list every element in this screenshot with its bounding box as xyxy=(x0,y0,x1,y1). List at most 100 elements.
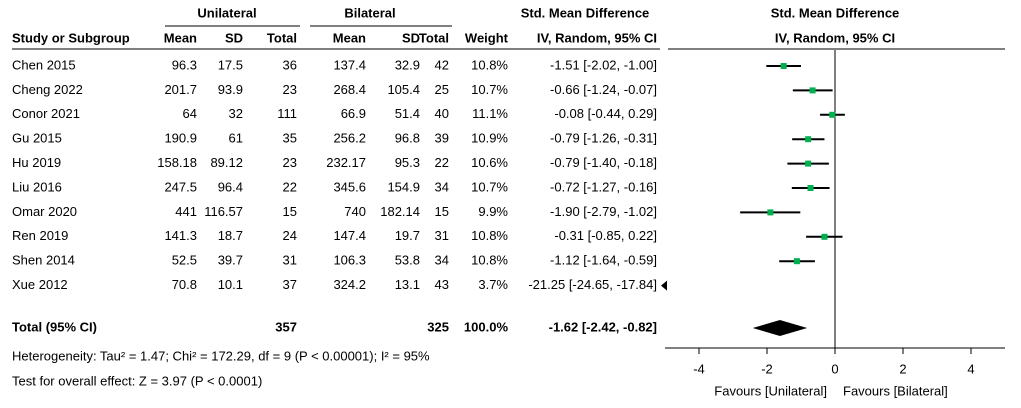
cell: 116.57 xyxy=(204,204,243,219)
point-estimate xyxy=(780,63,787,69)
favours-right: Favours [Bilateral] xyxy=(843,383,948,398)
point-estimate xyxy=(805,160,812,167)
cell: -0.66 [-1.24, -0.07] xyxy=(550,82,657,97)
study-name: Chen 2015 xyxy=(12,57,76,72)
cell: 11.1% xyxy=(472,106,508,121)
cell: 10.6% xyxy=(471,155,508,170)
cell: 43 xyxy=(435,277,449,292)
cell: -1.90 [-2.79, -1.02] xyxy=(550,204,657,219)
overall-test: Test for overall effect: Z = 3.97 (P < 0… xyxy=(12,373,262,388)
cell: 15 xyxy=(283,204,297,219)
cell: 37 xyxy=(283,277,297,292)
cell: 96.8 xyxy=(395,131,420,146)
cell: 111 xyxy=(277,106,297,121)
study-name: Gu 2015 xyxy=(12,131,62,146)
point-estimate xyxy=(821,233,828,240)
cell: 31 xyxy=(283,253,297,268)
cell: 39 xyxy=(435,131,449,146)
cell: 441 xyxy=(175,204,197,219)
column-header: Study or Subgroup xyxy=(12,30,130,45)
cell: 324.2 xyxy=(333,277,366,292)
plot-subtitle: IV, Random, 95% CI xyxy=(775,30,895,45)
cell: 36 xyxy=(283,57,297,72)
cell: 34 xyxy=(435,253,449,268)
cell: 25 xyxy=(435,82,449,97)
group-header: Unilateral xyxy=(197,5,256,20)
column-header: SD xyxy=(402,30,420,45)
cell: 256.2 xyxy=(333,131,366,146)
favours-left: Favours [Unilateral] xyxy=(714,383,827,398)
cell: 40 xyxy=(435,106,449,121)
cell: 19.7 xyxy=(395,228,420,243)
cell: -1.51 [-2.02, -1.00] xyxy=(550,57,657,72)
cell: -1.12 [-1.64, -0.59] xyxy=(550,253,657,268)
heterogeneity: Heterogeneity: Tau² = 1.47; Chi² = 172.2… xyxy=(12,348,430,363)
cell: 232.17 xyxy=(326,155,366,170)
cell: 34 xyxy=(435,179,449,194)
plot-title: Std. Mean Difference xyxy=(771,5,900,20)
point-estimate xyxy=(807,185,814,191)
cell: 141.3 xyxy=(164,228,197,243)
cell: 10.9% xyxy=(471,131,508,146)
study-name: Cheng 2022 xyxy=(12,82,83,97)
cell: 22 xyxy=(283,179,297,194)
cell: 96.4 xyxy=(218,179,243,194)
cell: -0.79 [-1.26, -0.31] xyxy=(550,131,657,146)
cell: 10.8% xyxy=(471,57,508,72)
cell: 89.12 xyxy=(210,155,243,170)
cell: 23 xyxy=(283,155,297,170)
cell: 105.4 xyxy=(387,82,420,97)
x-tick-label: -2 xyxy=(761,361,773,376)
cell: 137.4 xyxy=(333,57,366,72)
cell: 31 xyxy=(435,228,449,243)
cell: 66.9 xyxy=(341,106,366,121)
point-estimate xyxy=(793,258,800,265)
total-diamond xyxy=(752,320,808,336)
column-header: Total xyxy=(419,30,449,45)
study-name: Ren 2019 xyxy=(12,228,68,243)
point-estimate xyxy=(809,87,816,94)
cell: 96.3 xyxy=(172,57,197,72)
total-cell: 357 xyxy=(275,319,297,334)
cell: 10.7% xyxy=(471,179,508,194)
point-estimate xyxy=(767,209,774,216)
study-name: Conor 2021 xyxy=(12,106,80,121)
cell: 106.3 xyxy=(333,253,366,268)
x-tick-label: 0 xyxy=(831,361,838,376)
cell: 10.8% xyxy=(471,228,508,243)
column-header: Mean xyxy=(164,30,197,45)
x-tick-label: 4 xyxy=(967,361,974,376)
cell: 182.14 xyxy=(380,204,420,219)
cell: 154.9 xyxy=(387,179,420,194)
cell: 147.4 xyxy=(333,228,366,243)
cell: -21.25 [-24.65, -17.84] xyxy=(528,277,657,292)
group-header: Std. Mean Difference xyxy=(521,5,650,20)
study-name: Liu 2016 xyxy=(12,179,62,194)
x-tick-label: -4 xyxy=(693,361,705,376)
cell: 17.5 xyxy=(218,57,243,72)
cell: 53.8 xyxy=(395,253,420,268)
cell: 15 xyxy=(435,204,449,219)
study-name: Shen 2014 xyxy=(12,253,75,268)
cell: 23 xyxy=(283,82,297,97)
cell: 13.1 xyxy=(395,277,420,292)
group-header: Bilateral xyxy=(344,5,395,20)
cell: 39.7 xyxy=(218,253,243,268)
total-name: Total (95% CI) xyxy=(12,319,97,334)
cell: 740 xyxy=(344,204,366,219)
cell: 35 xyxy=(283,131,297,146)
cell: 64 xyxy=(183,106,197,121)
column-header: Weight xyxy=(465,30,509,45)
study-name: Xue 2012 xyxy=(12,277,68,292)
total-cell: 100.0% xyxy=(464,319,509,334)
study-name: Omar 2020 xyxy=(12,204,77,219)
cell: 268.4 xyxy=(333,82,366,97)
point-estimate xyxy=(829,111,836,118)
cell: 42 xyxy=(435,57,449,72)
point-estimate xyxy=(805,136,812,143)
total-cell: 325 xyxy=(427,319,449,334)
cell: 22 xyxy=(435,155,449,170)
cell: 52.5 xyxy=(172,253,197,268)
